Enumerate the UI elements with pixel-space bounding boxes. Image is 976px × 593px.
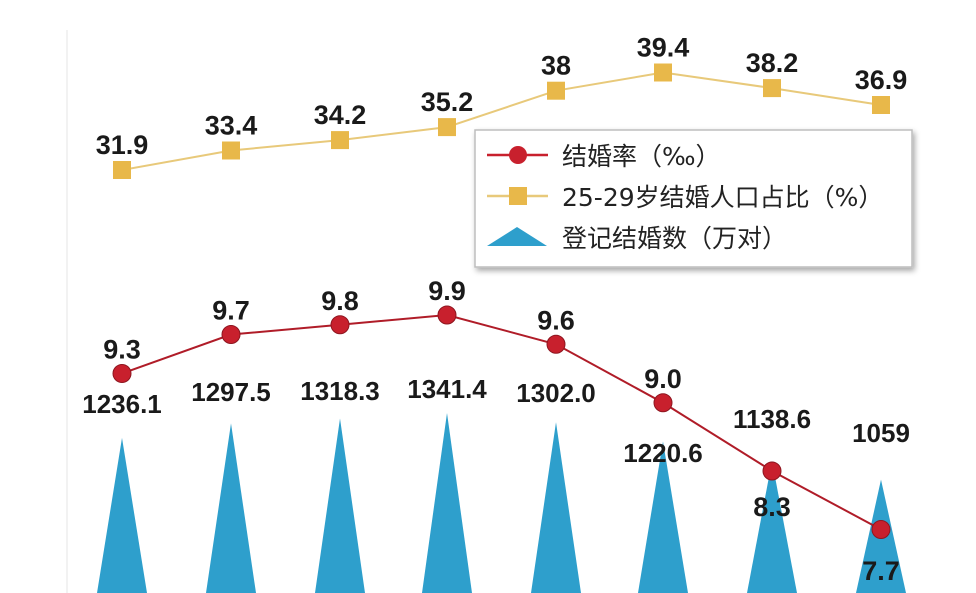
registered-marriages-triangle-6 [638,441,688,593]
legend-marriage-rate-circle-icon [509,146,527,164]
marriage-rate-point-2 [221,325,241,344]
legend-age-share-square-icon [509,187,527,205]
marriage-rate-label-5: 9.6 [537,305,575,335]
registered-marriages-label-7: 1138.6 [733,404,811,434]
marriage-rate-label-2: 9.7 [212,296,250,326]
marriage-rate-point-6 [653,393,673,413]
registered-marriages-label-6: 1220.6 [623,438,703,468]
marriage-rate-label-8: 7.7 [862,556,900,586]
age-share-point-1 [113,161,131,179]
age-share-point-6 [654,63,672,82]
age-share-point-3 [331,131,349,150]
marriage-rate-point-8 [871,520,891,539]
registered-marriages-label-3: 1318.3 [300,376,380,406]
registered-marriages-label-8: 1059 [852,418,910,448]
age-share-label-8: 36.9 [855,65,908,95]
registered-marriages-label-4: 1341.4 [407,374,487,404]
age-share-point-4 [438,118,456,137]
age-share-label-2: 33.4 [205,111,258,141]
registered-marriages-triangle-5 [531,422,581,593]
legend-item-age-share: 25-29岁结婚人口占比（%） [562,183,883,212]
registered-marriages-triangle-3 [315,418,365,593]
registered-marriages-triangle-2 [206,423,256,593]
marriage-rate-label-4: 9.9 [428,276,466,306]
marriage-rate-point-7 [762,461,782,481]
age-share-point-8 [872,96,890,114]
legend-registered-triangle-icon [487,227,547,246]
plot-background [66,30,938,593]
age-share-label-1: 31.9 [96,130,149,160]
age-share-label-7: 38.2 [746,48,799,78]
age-share-label-4: 35.2 [421,87,474,117]
marriage-rate-point-3 [330,315,350,335]
legend-box [474,129,913,268]
marriage-rate-point-5 [546,334,566,354]
registered-marriages-label-2: 1297.5 [191,377,271,407]
age-share-line [121,71,882,171]
marriage-rate-point-4 [437,305,457,325]
age-share-point-2 [222,141,240,160]
registered-marriages-label-5: 1302.0 [516,378,596,408]
age-share-point-5 [547,81,565,100]
registered-marriages-label-1: 1236.1 [82,389,162,419]
age-share-point-7 [763,79,781,98]
registered-marriages-triangle-1 [97,437,147,593]
marriage-rate-label-7: 8.3 [753,492,791,522]
legend-item-registered-marriages: 登记结婚数（万对） [562,224,787,253]
registered-marriages-triangle-7 [747,460,797,593]
marriage-rate-label-1: 9.3 [103,335,141,365]
legend-item-marriage-rate: 结婚率（‰） [562,142,721,171]
legend: 结婚率（‰） 25-29岁结婚人口占比（%） 登记结婚数（万对） [474,129,913,268]
registered-marriages-triangle-4 [422,413,472,593]
age-share-label-3: 34.2 [314,100,367,130]
marriage-rate-line [121,313,882,531]
age-share-label-6: 39.4 [637,33,690,63]
marriage-rate-label-3: 9.8 [321,286,359,316]
marriage-rate-point-1 [112,364,132,383]
marriage-rate-label-6: 9.0 [644,364,682,394]
age-share-label-5: 38 [541,51,571,81]
